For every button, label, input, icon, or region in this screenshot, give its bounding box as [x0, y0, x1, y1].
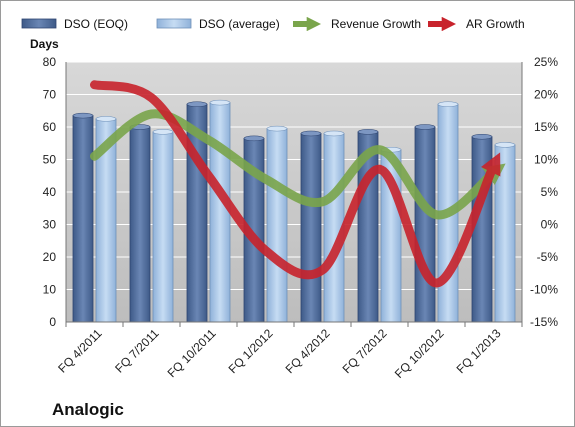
ar-growth-line [90, 80, 501, 288]
legend-label: Revenue Growth [331, 17, 421, 31]
bar-top-dso-average [494, 142, 516, 148]
bar-dso-eoq [300, 133, 322, 323]
y-left-tick-label: 10 [43, 283, 57, 297]
y-right-tick-label: -15% [530, 315, 558, 329]
y-left-tick-label: 20 [43, 250, 57, 264]
y-right-tick-labels: -15% -10% -5% 0% 5% 10% 15% 20% 25% [530, 55, 558, 329]
bar-top-dso-average [95, 116, 117, 122]
bar-dso-eoq [72, 115, 94, 323]
legend: DSO (EOQ) DSO (average) Revenue Growth AR G… [21, 16, 525, 32]
bar-top-dso-average [209, 99, 231, 106]
y-left-tick-label: 40 [43, 185, 57, 199]
y-right-tick-label: 15% [534, 120, 558, 134]
y-right-tick-label: 10% [534, 153, 558, 167]
legend-swatch [21, 18, 57, 29]
legend-label: DSO (EOQ) [64, 17, 128, 31]
bar-top-dso-average [152, 129, 174, 135]
x-tick-label: FQ 10/2011 [165, 326, 219, 380]
x-tick-label: FQ 4/2012 [283, 326, 333, 376]
y-left-axis-title: Days [30, 37, 59, 51]
y-left-tick-label: 50 [43, 153, 57, 167]
y-left-tick-label: 80 [43, 55, 57, 69]
y-right-tick-label: -10% [530, 283, 558, 297]
bar-dso-average [209, 102, 231, 323]
bar-dso-average [494, 144, 516, 323]
y-left-tick-label: 0 [49, 315, 56, 329]
axes [65, 62, 523, 327]
bar-top-dso-eoq [471, 133, 493, 140]
x-tick-labels: FQ 4/2011 FQ 7/2011 FQ 10/2011 FQ 1/2012 FQ … [55, 326, 504, 381]
bar-top-dso-eoq [186, 101, 208, 108]
growth-lines [90, 80, 506, 288]
legend-label: DSO (average) [199, 17, 280, 31]
legend-swatch [156, 18, 192, 29]
x-tick-label: FQ 1/2012 [226, 326, 276, 376]
y-right-tick-label: 20% [534, 88, 558, 102]
bar-dso-average [152, 131, 174, 323]
y-left-tick-label: 60 [43, 120, 57, 134]
x-tick-label: FQ 7/2012 [340, 326, 390, 376]
y-left-tick-label: 30 [43, 218, 57, 232]
bar-top-dso-average [437, 101, 459, 108]
bar-dso-eoq [414, 126, 436, 323]
x-tick-label: FQ 10/2012 [392, 326, 447, 381]
bar-top-dso-eoq [243, 135, 265, 142]
bar-top-dso-eoq [357, 129, 379, 135]
legend-label: AR Growth [466, 17, 525, 31]
bar-top-dso-eoq [414, 124, 436, 130]
y-right-tick-label: 0% [541, 218, 559, 232]
x-tick-label: FQ 7/2011 [112, 326, 162, 376]
bar-top-dso-average [266, 125, 288, 132]
x-tick-label: FQ 1/2013 [454, 326, 504, 376]
bar-top-dso-eoq [300, 130, 322, 137]
bar-dso-average [266, 128, 288, 323]
y-right-tick-label: 25% [534, 55, 558, 69]
x-tick-label: FQ 4/2011 [55, 326, 105, 376]
bar-top-dso-eoq [72, 112, 94, 119]
bar-dso-eoq [471, 136, 493, 323]
y-left-tick-labels: 0 10 20 30 40 50 60 70 80 [43, 55, 57, 329]
revenue-growth-line [90, 109, 506, 220]
company-name: Analogic [52, 400, 124, 419]
bar-top-dso-average [323, 130, 345, 137]
bar-dso-eoq [129, 126, 151, 323]
y-left-tick-label: 70 [43, 88, 57, 102]
y-right-tick-label: -5% [537, 250, 559, 264]
y-right-tick-label: 5% [541, 185, 559, 199]
